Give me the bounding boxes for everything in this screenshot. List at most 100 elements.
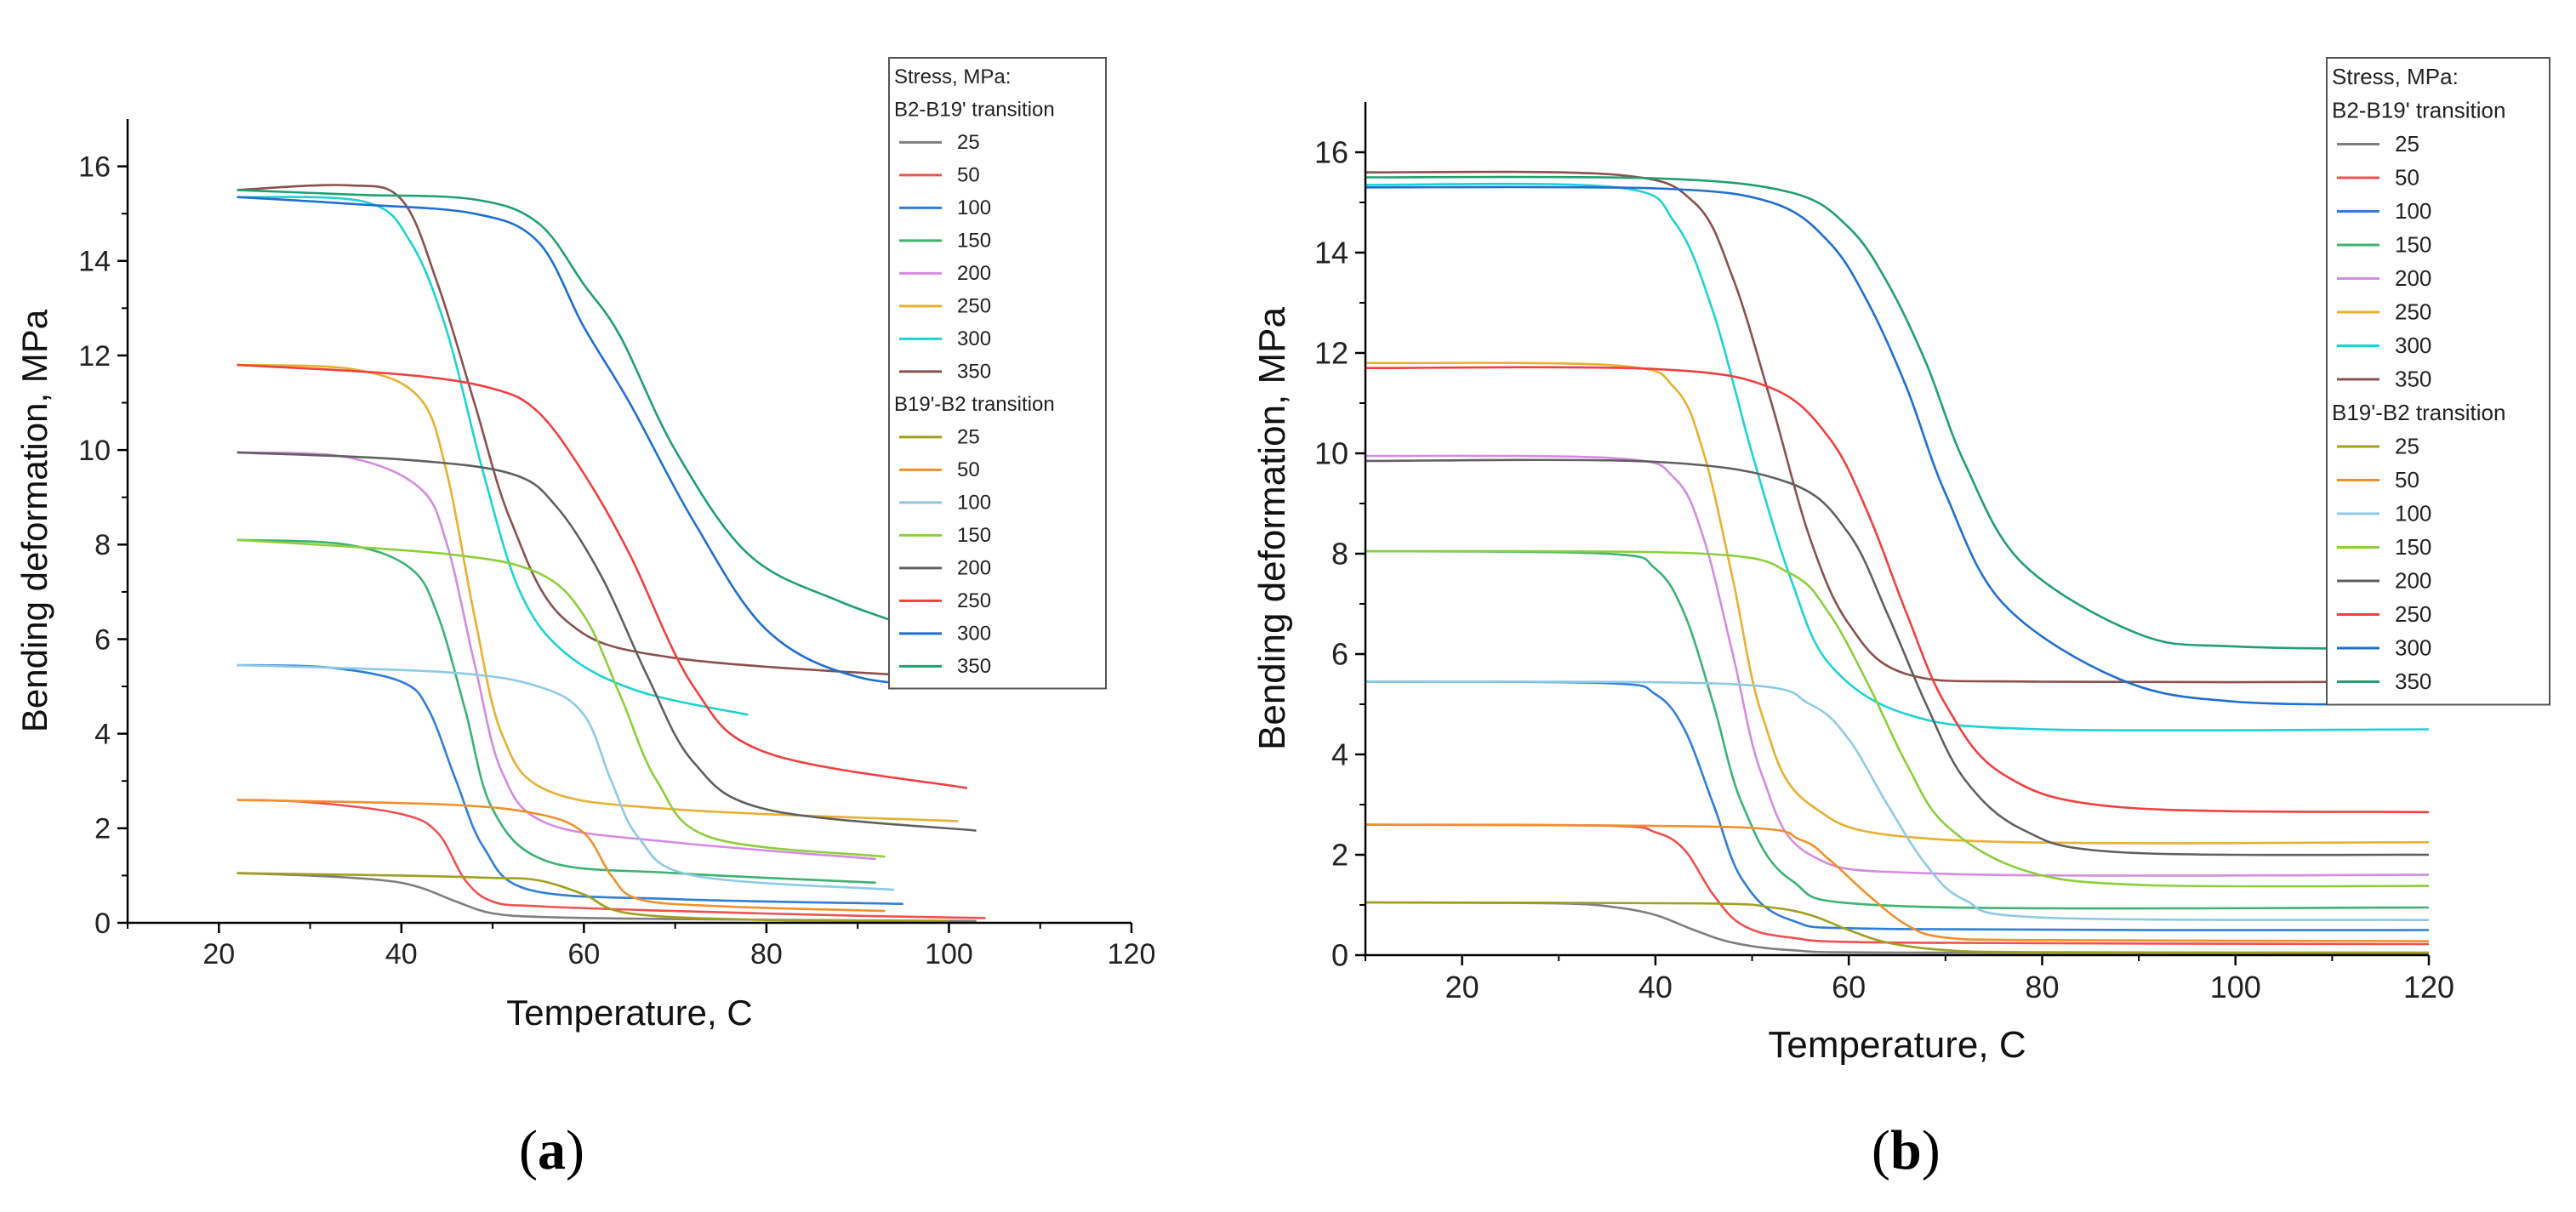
series-line-b19-b2-150 xyxy=(1365,549,2430,888)
series-line-b19-b2-250 xyxy=(237,363,968,789)
series-line-b2-b19-300 xyxy=(1365,182,2430,732)
x-tick-label: 100 xyxy=(2210,970,2261,1004)
series-line-b19-b2-100 xyxy=(1365,680,2430,921)
legend-entry-label: 250 xyxy=(957,295,991,318)
legend-entry-label: 100 xyxy=(957,196,991,219)
y-tick-label: 14 xyxy=(78,246,111,278)
x-tick-label: 120 xyxy=(1108,938,1156,970)
legend-entry-label: 25 xyxy=(957,131,980,154)
legend-entry-label: 100 xyxy=(957,492,991,515)
legend-entry-label: 100 xyxy=(2395,500,2431,526)
legend-entry-label: 25 xyxy=(2395,433,2419,458)
y-tick-label: 8 xyxy=(1331,537,1348,572)
y-tick-label: 8 xyxy=(94,529,111,561)
legend-entry-label: 300 xyxy=(957,623,991,646)
y-tick-label: 6 xyxy=(1331,637,1348,672)
series-line-b19-b2-300 xyxy=(1365,185,2430,706)
series-line-b2-b19-250 xyxy=(237,363,959,822)
series-line-b19-b2-100 xyxy=(237,663,895,891)
legend-entry-label: 150 xyxy=(2395,231,2431,257)
series-line-b19-b2-250 xyxy=(1365,366,2430,814)
legend-entry-label: 300 xyxy=(2395,634,2431,660)
y-tick-label: 0 xyxy=(94,908,111,940)
x-tick-label: 100 xyxy=(925,938,973,970)
series-line-b2-b19-100 xyxy=(1365,680,2430,931)
legend-entry-label: 150 xyxy=(2395,534,2431,560)
series-line-b19-b2-200 xyxy=(1365,458,2430,856)
x-axis-label: Temperature, C xyxy=(1768,1024,2026,1066)
series-lines xyxy=(237,184,986,923)
legend-title: Stress, MPa: xyxy=(894,65,1011,88)
series-line-b19-b2-50 xyxy=(1365,823,2430,942)
legend-entry-label: 150 xyxy=(957,230,991,253)
x-tick-label: 40 xyxy=(1638,970,1673,1004)
chart-b: 20 40 60 80 100 120 0 2 4 6 8 10 12 14 16 Temperature, … xyxy=(1251,57,2550,1066)
legend-entry-label: 50 xyxy=(957,164,980,187)
legend-entry-label: 50 xyxy=(2395,164,2419,190)
series-line-b19-b2-50 xyxy=(237,799,886,913)
legend-entry-label: 250 xyxy=(2395,299,2431,324)
series-line-b19-b2-350 xyxy=(1365,175,2430,651)
series-lines xyxy=(1365,170,2430,954)
y-tick-label: 6 xyxy=(94,623,111,656)
legend: Stress, MPa: B2-B19' transition 25 50 100 150… xyxy=(2326,57,2550,706)
legend-entry-label: 200 xyxy=(957,557,991,580)
series-line-b2-b19-350 xyxy=(1365,170,2430,684)
y-tick-label: 4 xyxy=(1331,737,1348,772)
legend-entry-label: 25 xyxy=(2395,131,2419,156)
legend-entry-label: 25 xyxy=(957,426,980,449)
legend-entry-label: 350 xyxy=(957,361,991,384)
series-line-b2-b19-350 xyxy=(237,184,977,680)
y-tick-label: 16 xyxy=(78,151,111,183)
legend-entry-label: 200 xyxy=(957,262,991,285)
legend-box xyxy=(2326,57,2550,706)
x-tick-label: 80 xyxy=(750,938,783,970)
legend-entry-label: 250 xyxy=(957,589,991,612)
legend-entry-label: 350 xyxy=(957,655,991,678)
legend-entry-label: 300 xyxy=(2395,333,2431,358)
series-line-b19-b2-25 xyxy=(1365,901,2430,954)
panel-label-b: (b) xyxy=(1872,1119,1941,1181)
y-tick-label: 16 xyxy=(1314,135,1348,170)
legend-group-title: B2-B19' transition xyxy=(894,99,1055,122)
y-tick-label: 14 xyxy=(1314,236,1348,270)
legend-entry-label: 250 xyxy=(2395,601,2431,627)
series-line-b2-b19-200 xyxy=(1365,454,2430,877)
x-tick-label: 20 xyxy=(1445,970,1479,1004)
series-line-b19-b2-200 xyxy=(237,451,977,832)
y-tick-label: 2 xyxy=(1331,838,1348,873)
legend-entry-label: 50 xyxy=(957,458,980,481)
series-line-b2-b19-250 xyxy=(1365,361,2430,845)
y-tick-label: 12 xyxy=(78,340,111,373)
x-tick-label: 20 xyxy=(202,938,235,970)
legend-entry-label: 200 xyxy=(2395,265,2431,291)
x-tick-label: 40 xyxy=(385,938,418,970)
legend-entry-label: 300 xyxy=(957,327,991,350)
series-line-b2-b19-200 xyxy=(237,451,876,861)
x-tick-label: 80 xyxy=(2025,970,2059,1004)
x-tick-label: 120 xyxy=(2403,970,2454,1004)
chart-a: 20 40 60 80 100 120 0 2 4 6 8 10 12 14 16 Temperature, … xyxy=(14,57,1156,1033)
y-tick-label: 2 xyxy=(94,813,111,845)
legend-group-title: B19'-B2 transition xyxy=(894,393,1055,416)
legend: Stress, MPa: B2-B19' transition 25 50 100 150… xyxy=(888,57,1107,690)
series-line-b19-b2-350 xyxy=(237,189,949,640)
y-tick-label: 12 xyxy=(1314,336,1348,371)
y-tick-label: 10 xyxy=(1314,436,1348,471)
legend-entry-label: 350 xyxy=(2395,669,2431,694)
legend-entry-label: 200 xyxy=(2395,567,2431,593)
y-axis-label: Bending deformation, MPa xyxy=(1251,306,1293,750)
series-line-b19-b2-25 xyxy=(237,872,949,923)
panel-label-a: (a) xyxy=(519,1119,584,1181)
series-line-b2-b19-100 xyxy=(237,663,903,906)
y-axis-label: Bending deformation, MPa xyxy=(14,309,54,732)
legend-box xyxy=(888,57,1107,690)
series-line-b19-b2-150 xyxy=(237,538,886,858)
legend-title: Stress, MPa: xyxy=(2332,64,2459,89)
legend-entry-label: 150 xyxy=(957,524,991,547)
series-line-b2-b19-50 xyxy=(237,799,986,919)
y-tick-label: 10 xyxy=(78,435,111,467)
legend-entry-label: 50 xyxy=(2395,467,2419,492)
y-tick-label: 0 xyxy=(1331,938,1348,973)
